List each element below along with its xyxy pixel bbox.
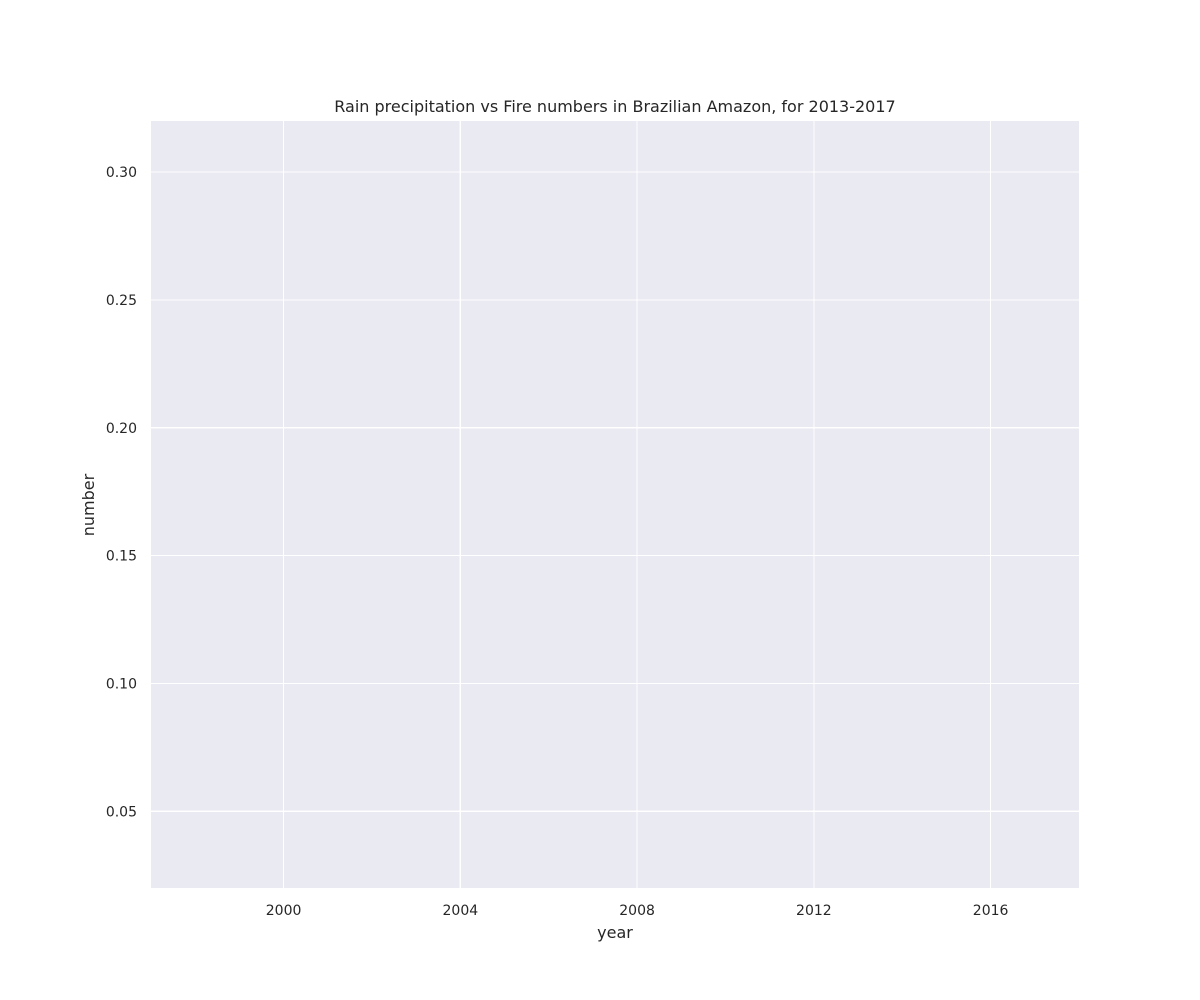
x-tick-label: 2000 [266, 903, 302, 919]
x-tick-labels: 2000 2004 2008 2012 2016 [266, 903, 1009, 919]
y-axis-label: number [79, 473, 98, 536]
x-tick-label: 2008 [619, 903, 655, 919]
chart-title: Rain precipitation vs Fire numbers in Br… [334, 97, 895, 116]
y-gridlines [151, 171, 1079, 812]
x-tick-label: 2016 [973, 903, 1009, 919]
plot-area [151, 121, 1079, 888]
y-tick-label: 0.20 [106, 421, 137, 437]
x-axis-label: year [597, 923, 633, 942]
y-tick-label: 0.30 [106, 165, 137, 181]
x-tick-label: 2004 [443, 903, 479, 919]
y-tick-labels: 0.05 0.10 0.15 0.20 0.25 0.30 [106, 165, 137, 820]
y-tick-label: 0.10 [106, 676, 137, 692]
y-tick-label: 0.25 [106, 293, 137, 309]
y-tick-label: 0.05 [106, 804, 137, 820]
x-tick-label: 2012 [796, 903, 832, 919]
x-gridlines [282, 121, 992, 888]
y-tick-label: 0.15 [106, 549, 137, 565]
